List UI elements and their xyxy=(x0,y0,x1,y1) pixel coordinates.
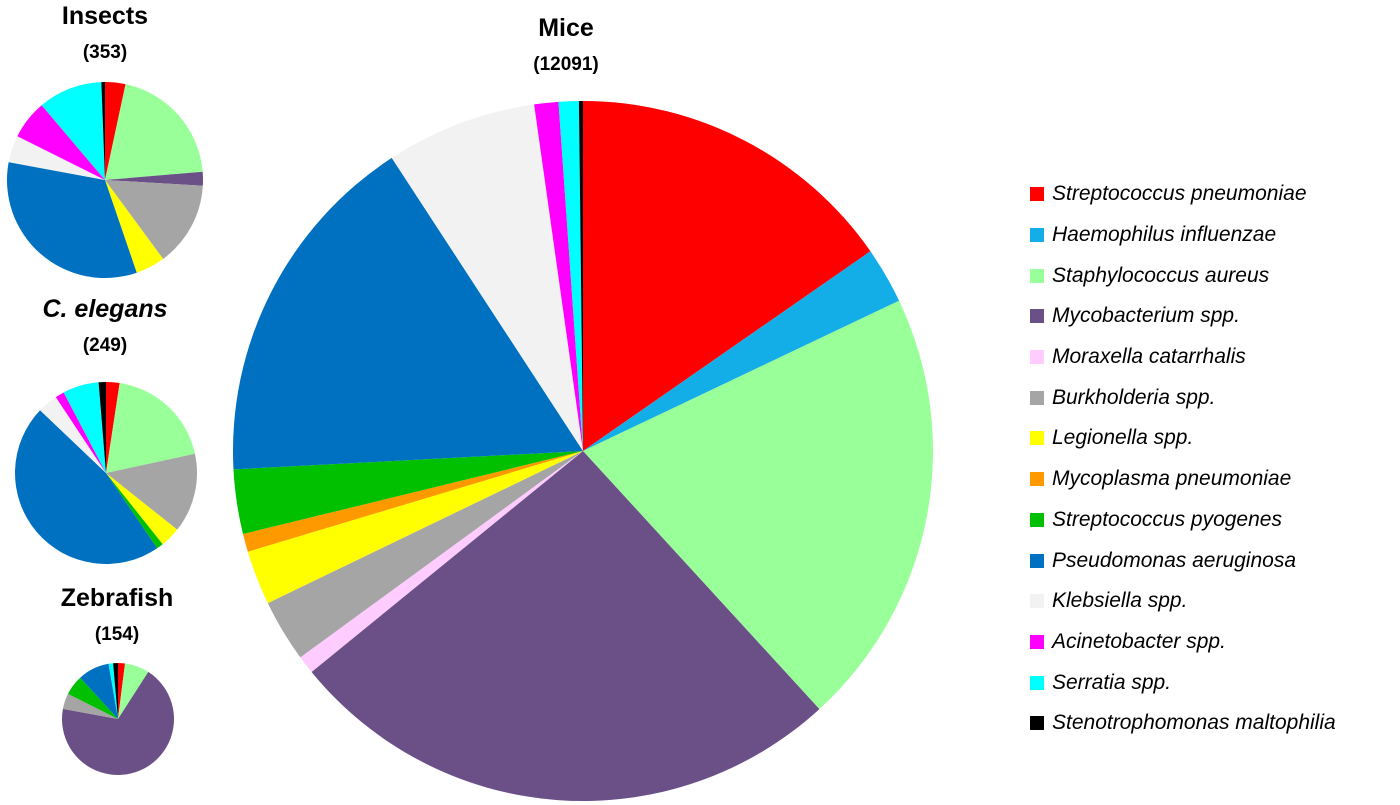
pie-slice-mycobacterium-spp xyxy=(105,171,203,186)
mice-title: Mice xyxy=(538,14,594,42)
pie-slice-staphylococcus-aureus xyxy=(106,383,195,473)
pie-slice-pseudomonas-aeruginosa xyxy=(233,157,583,470)
legend-label: Haemophilus influenzae xyxy=(1052,223,1277,247)
pie-slice-streptococcus-pneumoniae xyxy=(583,101,871,451)
pie-slice-staphylococcus-aureus xyxy=(583,300,933,710)
legend-label: Moraxella catarrhalis xyxy=(1052,345,1246,369)
insects-count: (353) xyxy=(83,42,127,63)
legend-swatch xyxy=(1030,390,1044,405)
legend-swatch xyxy=(1030,431,1044,446)
pie-slice-streptococcus-pyogenes xyxy=(233,451,584,534)
legend-swatch xyxy=(1030,675,1044,690)
pie-slice-klebsiella-spp xyxy=(40,397,106,473)
legend-swatch xyxy=(1030,228,1044,243)
c-elegans-pie xyxy=(14,382,197,565)
legend-item: Mycobacterium spp. xyxy=(1030,296,1398,337)
legend-item: Legionella spp. xyxy=(1030,418,1398,459)
pie-slice-streptococcus-pyogenes xyxy=(67,677,118,719)
zebrafish-pie xyxy=(61,663,175,775)
zebrafish-title: Zebrafish xyxy=(61,584,174,612)
legend-swatch xyxy=(1030,512,1044,527)
legend-swatch xyxy=(1030,309,1044,324)
legend-item: Klebsiella spp. xyxy=(1030,581,1398,622)
legend-item: Mycoplasma pneumoniae xyxy=(1030,459,1398,500)
legend-swatch xyxy=(1030,350,1044,365)
pie-slice-haemophilus-influenzae xyxy=(583,251,900,451)
pie-slice-streptococcus-pneumoniae xyxy=(105,82,126,180)
pie-slice-acinetobacter-spp xyxy=(534,101,583,451)
legend-swatch xyxy=(1030,553,1044,568)
pie-slice-streptococcus-pyogenes xyxy=(106,473,163,549)
legend-label: Burkholderia spp. xyxy=(1052,385,1216,409)
pie-slice-mycobacterium-spp xyxy=(311,451,820,802)
legend-label: Serratia spp. xyxy=(1052,670,1172,694)
pie-slice-stenotrophomonas-maltophilia xyxy=(578,101,583,451)
legend-swatch xyxy=(1030,716,1044,731)
legend-item: Moraxella catarrhalis xyxy=(1030,337,1398,378)
zebrafish-count: (154) xyxy=(95,624,139,645)
pie-slice-pseudomonas-aeruginosa xyxy=(7,162,137,278)
pie-slice-serratia-spp xyxy=(41,82,105,180)
c-elegans-title: C. elegans xyxy=(42,295,167,323)
pie-slice-pseudomonas-aeruginosa xyxy=(80,663,118,719)
c-elegans-count: (249) xyxy=(83,335,127,356)
legend-label: Mycoplasma pneumoniae xyxy=(1052,467,1292,491)
mice-pie xyxy=(233,101,933,802)
legend-label: Streptococcus pneumoniae xyxy=(1052,182,1307,206)
pie-slice-burkholderia-spp xyxy=(267,451,583,658)
pie-slice-serratia-spp xyxy=(63,382,106,473)
pie-slice-streptococcus-pneumoniae xyxy=(106,382,120,473)
legend-label: Streptococcus pyogenes xyxy=(1052,507,1282,531)
legend-label: Mycobacterium spp. xyxy=(1052,304,1240,328)
legend-item: Serratia spp. xyxy=(1030,662,1398,703)
legend-label: Pseudomonas aeruginosa xyxy=(1052,548,1297,572)
pie-slice-acinetobacter-spp xyxy=(55,392,106,473)
pie-slice-mycoplasma-pneumoniae xyxy=(242,451,584,552)
pie-slice-burkholderia-spp xyxy=(106,453,197,530)
legend-swatch xyxy=(1030,187,1044,202)
pie-slice-serratia-spp xyxy=(558,101,583,452)
legend-item: Staphylococcus aureus xyxy=(1030,255,1398,296)
legend-label: Staphylococcus aureus xyxy=(1052,263,1270,287)
legend-label: Klebsiella spp. xyxy=(1052,589,1188,613)
pie-slice-klebsiella-spp xyxy=(391,104,583,451)
pie-slice-legionella-spp xyxy=(106,473,178,545)
pie-slice-staphylococcus-aureus xyxy=(118,663,149,719)
pie-slice-stenotrophomonas-maltophilia xyxy=(98,382,106,473)
pie-slice-legionella-spp xyxy=(247,451,583,604)
legend-label: Acinetobacter spp. xyxy=(1052,629,1226,653)
legend-swatch xyxy=(1030,472,1044,487)
pie-slice-stenotrophomonas-maltophilia xyxy=(101,82,105,180)
pie-slice-streptococcus-pneumoniae xyxy=(118,663,126,719)
legend-swatch xyxy=(1030,268,1044,283)
legend-label: Stenotrophomonas maltophilia xyxy=(1052,711,1336,735)
legend-label: Legionella spp. xyxy=(1052,426,1194,450)
pie-slice-klebsiella-spp xyxy=(8,136,105,180)
insects-pie xyxy=(7,82,203,278)
legend-item: Stenotrophomonas maltophilia xyxy=(1030,703,1398,744)
mice-count: (12091) xyxy=(533,54,599,75)
insects-title: Insects xyxy=(62,2,148,30)
pie-slice-legionella-spp xyxy=(105,180,164,273)
pie-slice-mycobacterium-spp xyxy=(61,671,175,775)
legend-item: Burkholderia spp. xyxy=(1030,377,1398,418)
legend-swatch xyxy=(1030,634,1044,649)
pie-slice-staphylococcus-aureus xyxy=(105,84,203,180)
pie-slice-moraxella-catarrhalis xyxy=(300,451,583,672)
pie-slice-serratia-spp xyxy=(108,663,118,719)
pie-slice-acinetobacter-spp xyxy=(17,105,106,180)
pie-slice-pseudomonas-aeruginosa xyxy=(14,410,158,565)
legend-item: Streptococcus pyogenes xyxy=(1030,500,1398,541)
pie-slice-burkholderia-spp xyxy=(105,180,203,259)
legend-swatch xyxy=(1030,594,1044,609)
legend-item: Pseudomonas aeruginosa xyxy=(1030,540,1398,581)
pie-slice-burkholderia-spp xyxy=(62,693,118,719)
legend-item: Streptococcus pneumoniae xyxy=(1030,174,1398,215)
legend-item: Acinetobacter spp. xyxy=(1030,622,1398,663)
legend-item: Haemophilus influenzae xyxy=(1030,215,1398,256)
pie-slice-stenotrophomonas-maltophilia xyxy=(113,663,118,719)
legend: Streptococcus pneumoniae Haemophilus infl… xyxy=(1030,174,1398,744)
